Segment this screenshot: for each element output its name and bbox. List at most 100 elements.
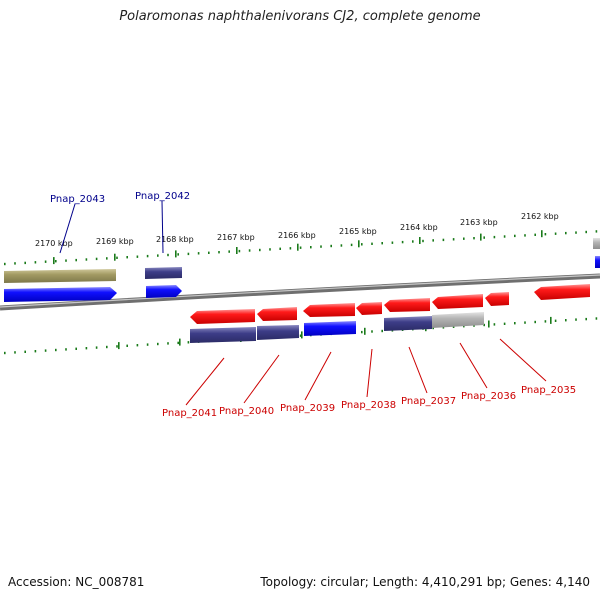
minor-tick <box>116 345 118 348</box>
minor-tick <box>65 259 67 262</box>
minor-tick <box>493 323 496 326</box>
callout-line-pnap-2040 <box>243 354 280 404</box>
callout-line-pnap-2043 <box>59 203 76 254</box>
minor-tick <box>463 325 465 328</box>
minor-tick <box>371 242 373 245</box>
gene-label-pnap-2041[interactable]: Pnap_2041 <box>162 408 217 419</box>
gene-label-pnap-2036[interactable]: Pnap_2036 <box>461 391 516 402</box>
gene-pnap-2039[interactable] <box>303 303 355 317</box>
minor-tick <box>452 325 455 328</box>
genome-summary: Topology: circular; Length: 4,410,291 bp… <box>260 575 590 589</box>
minor-tick <box>299 334 302 337</box>
minor-tick <box>85 347 88 350</box>
gene-edge-blue[interactable] <box>595 256 600 268</box>
major-tick <box>480 233 482 241</box>
minor-tick <box>503 235 506 238</box>
minor-tick <box>361 330 363 334</box>
minor-tick <box>248 249 251 252</box>
ruler-label: 2166 kbp <box>278 231 316 240</box>
gene-pnap-2043-olive[interactable] <box>4 269 116 283</box>
minor-tick <box>371 330 373 333</box>
minor-tick <box>279 247 281 250</box>
gene-navy-block-2[interactable] <box>257 325 299 340</box>
minor-tick <box>116 256 118 259</box>
minor-tick <box>85 258 88 261</box>
minor-tick <box>187 341 190 344</box>
gene-pnap-2037[interactable] <box>384 298 430 312</box>
gene-pnap-2040[interactable] <box>257 307 297 321</box>
reverse-strand-track <box>190 284 590 343</box>
minor-tick <box>544 233 547 236</box>
callout-line-pnap-2041 <box>185 357 225 406</box>
minor-tick <box>55 348 57 352</box>
ruler-label: 2163 kbp <box>460 218 498 227</box>
callout-line-pnap-2042 <box>161 200 164 254</box>
gene-label-pnap-2038[interactable]: Pnap_2038 <box>341 400 396 411</box>
gene-navy-block-1[interactable] <box>190 327 256 343</box>
minor-tick <box>534 320 536 324</box>
minor-tick <box>595 317 598 320</box>
outer-tick-ruler <box>4 230 598 266</box>
gene-edge-gray[interactable] <box>593 238 600 249</box>
gene-gray-block[interactable] <box>432 312 484 328</box>
minor-tick <box>473 237 475 240</box>
gene-pnap-2038[interactable] <box>356 302 382 315</box>
gene-label-pnap-2043[interactable]: Pnap_2043 <box>50 194 105 205</box>
minor-tick <box>310 246 312 249</box>
minor-tick <box>483 236 485 239</box>
minor-tick <box>167 253 169 257</box>
minor-tick <box>75 347 77 350</box>
minor-tick <box>452 238 455 241</box>
gene-pnap-2035-small[interactable] <box>485 292 509 306</box>
minor-tick <box>14 351 16 354</box>
gene-label-pnap-2035[interactable]: Pnap_2035 <box>521 385 576 396</box>
gene-pnap-2035[interactable] <box>534 284 590 300</box>
gene-pnap-2041[interactable] <box>190 309 255 324</box>
minor-tick <box>442 238 445 242</box>
minor-tick <box>524 234 526 237</box>
ruler-label: 2162 kbp <box>521 212 559 221</box>
minor-tick <box>95 257 98 261</box>
gene-label-pnap-2040[interactable]: Pnap_2040 <box>219 406 274 417</box>
gene-blue-block[interactable] <box>304 321 356 336</box>
minor-tick <box>554 319 557 322</box>
minor-tick <box>432 326 434 330</box>
gene-label-pnap-2042[interactable]: Pnap_2042 <box>135 191 190 202</box>
minor-tick <box>269 248 271 251</box>
gene-label-pnap-2039[interactable]: Pnap_2039 <box>280 403 335 414</box>
ruler-label: 2170 kbp <box>35 239 73 248</box>
minor-tick <box>157 342 159 346</box>
minor-tick <box>514 322 516 325</box>
gene-pnap-2042-navy[interactable] <box>145 267 182 279</box>
minor-tick <box>218 251 220 254</box>
ruler-label: 2168 kbp <box>156 235 194 244</box>
minor-tick <box>401 240 404 244</box>
minor-tick <box>136 344 139 347</box>
minor-tick <box>585 317 587 321</box>
minor-tick <box>146 343 149 346</box>
genome-backbone-highlight <box>0 274 600 308</box>
minor-tick <box>126 344 128 347</box>
minor-tick <box>503 322 506 325</box>
ruler-label: 2164 kbp <box>400 223 438 232</box>
gene-pnap-2036[interactable] <box>432 294 483 309</box>
minor-tick <box>197 252 200 255</box>
callout-line-pnap-2038 <box>366 348 373 398</box>
minor-tick <box>95 346 98 349</box>
minor-tick <box>14 262 16 265</box>
gene-navy-block-3[interactable] <box>384 316 432 331</box>
minor-tick <box>4 262 6 266</box>
minor-tick <box>228 250 230 253</box>
minor-tick <box>575 318 577 321</box>
gene-pnap-2042[interactable] <box>146 285 182 298</box>
major-tick <box>488 320 490 328</box>
gene-pnap-2043[interactable] <box>4 287 117 302</box>
minor-tick <box>595 230 598 233</box>
forward-strand-track <box>4 238 600 302</box>
genome-backbone <box>0 273 600 311</box>
minor-tick <box>75 258 77 262</box>
minor-tick <box>350 243 353 247</box>
minor-tick <box>126 256 128 259</box>
gene-label-pnap-2037[interactable]: Pnap_2037 <box>401 396 456 407</box>
